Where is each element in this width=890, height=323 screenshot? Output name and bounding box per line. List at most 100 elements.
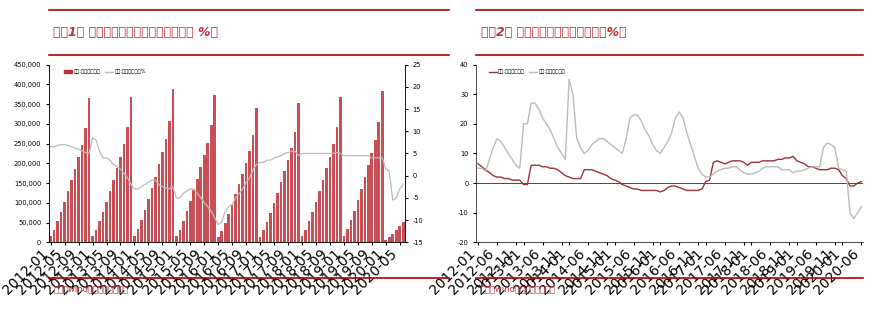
Bar bbox=[53, 230, 55, 242]
Legend: 广空:火电累计同比, 广空:水电累计同比: 广空:火电累计同比, 广空:水电累计同比 bbox=[487, 67, 568, 77]
Bar bbox=[137, 229, 139, 242]
Bar bbox=[363, 177, 366, 242]
Bar bbox=[134, 236, 136, 242]
Bar bbox=[315, 202, 317, 242]
Bar bbox=[199, 167, 202, 242]
Bar bbox=[109, 191, 111, 242]
Bar bbox=[185, 211, 188, 242]
Bar bbox=[367, 165, 369, 242]
Bar bbox=[49, 236, 52, 242]
Bar bbox=[231, 204, 233, 242]
Bar bbox=[143, 210, 146, 242]
Bar bbox=[74, 169, 77, 242]
Bar bbox=[294, 132, 296, 242]
Bar bbox=[357, 200, 360, 242]
Bar bbox=[336, 127, 338, 242]
Bar bbox=[56, 221, 59, 242]
Bar bbox=[377, 122, 380, 242]
Bar bbox=[154, 177, 157, 242]
Bar bbox=[77, 157, 80, 242]
Bar bbox=[172, 89, 174, 242]
Bar bbox=[328, 157, 331, 242]
Bar bbox=[116, 168, 118, 242]
Bar bbox=[392, 234, 394, 242]
Bar bbox=[270, 213, 271, 242]
Bar bbox=[227, 214, 230, 242]
Bar bbox=[388, 237, 391, 242]
Bar bbox=[279, 182, 282, 242]
Bar bbox=[112, 180, 115, 242]
Bar bbox=[266, 222, 269, 242]
Bar bbox=[85, 128, 87, 242]
Bar bbox=[263, 230, 265, 242]
Bar bbox=[189, 201, 191, 242]
Bar bbox=[63, 202, 66, 242]
Bar bbox=[60, 212, 62, 242]
Bar bbox=[179, 230, 182, 242]
Bar bbox=[290, 149, 293, 242]
Bar bbox=[245, 163, 247, 242]
Bar bbox=[238, 184, 240, 242]
Bar bbox=[94, 230, 97, 242]
Bar bbox=[126, 127, 129, 242]
Bar bbox=[399, 226, 401, 242]
Bar bbox=[165, 139, 167, 242]
Bar bbox=[384, 240, 387, 242]
Bar bbox=[283, 172, 286, 242]
Text: 图表1： 全国原煤累计产量及增速（万吨 %）: 图表1： 全国原煤累计产量及增速（万吨 %） bbox=[53, 26, 218, 39]
Bar bbox=[304, 230, 307, 242]
Bar bbox=[192, 190, 195, 242]
Bar bbox=[158, 164, 160, 242]
Bar bbox=[130, 97, 133, 242]
Bar bbox=[98, 221, 101, 242]
Bar bbox=[101, 212, 104, 242]
Bar bbox=[325, 168, 328, 242]
Bar bbox=[182, 221, 184, 242]
Bar bbox=[381, 91, 384, 242]
Bar bbox=[350, 220, 352, 242]
Bar bbox=[318, 191, 320, 242]
Bar bbox=[343, 236, 345, 242]
Bar bbox=[287, 160, 289, 242]
Bar bbox=[252, 135, 255, 242]
Bar bbox=[241, 173, 244, 242]
Bar bbox=[374, 141, 376, 242]
Bar bbox=[88, 98, 91, 242]
Bar bbox=[196, 179, 198, 242]
Bar bbox=[105, 202, 108, 242]
Bar bbox=[272, 203, 275, 242]
Bar bbox=[312, 212, 314, 242]
Bar bbox=[203, 155, 206, 242]
Bar bbox=[276, 193, 279, 242]
Bar bbox=[123, 144, 125, 242]
Bar bbox=[161, 152, 164, 242]
Bar bbox=[217, 237, 220, 242]
Bar bbox=[339, 97, 342, 242]
Bar bbox=[346, 229, 349, 242]
Text: 来源：wind、中泰证券研究所: 来源：wind、中泰证券研究所 bbox=[53, 284, 128, 293]
Bar bbox=[308, 221, 311, 242]
Bar bbox=[214, 95, 216, 242]
Legend: 广空:原煤累计产量, 广空:原煤累计同比%: 广空:原煤累计产量, 广空:原煤累计同比% bbox=[62, 67, 148, 77]
Bar bbox=[206, 142, 209, 242]
Bar bbox=[259, 237, 262, 242]
Bar bbox=[234, 194, 237, 242]
Bar bbox=[360, 189, 362, 242]
Bar bbox=[402, 222, 405, 242]
Bar bbox=[70, 180, 73, 242]
Bar bbox=[140, 220, 142, 242]
Bar bbox=[395, 230, 398, 242]
Text: 来源：wind、中泰证券研究所: 来源：wind、中泰证券研究所 bbox=[481, 284, 555, 293]
Bar bbox=[301, 236, 303, 242]
Bar bbox=[248, 151, 251, 242]
Bar bbox=[353, 211, 356, 242]
Bar bbox=[332, 144, 335, 242]
Bar bbox=[221, 231, 223, 242]
Bar bbox=[321, 180, 324, 242]
Bar bbox=[150, 188, 153, 242]
Bar bbox=[119, 157, 122, 242]
Bar bbox=[224, 223, 227, 242]
Text: 图表2： 火电与水电产量累计增速（%）: 图表2： 火电与水电产量累计增速（%） bbox=[481, 26, 627, 39]
Bar bbox=[175, 236, 178, 242]
Bar bbox=[370, 153, 373, 242]
